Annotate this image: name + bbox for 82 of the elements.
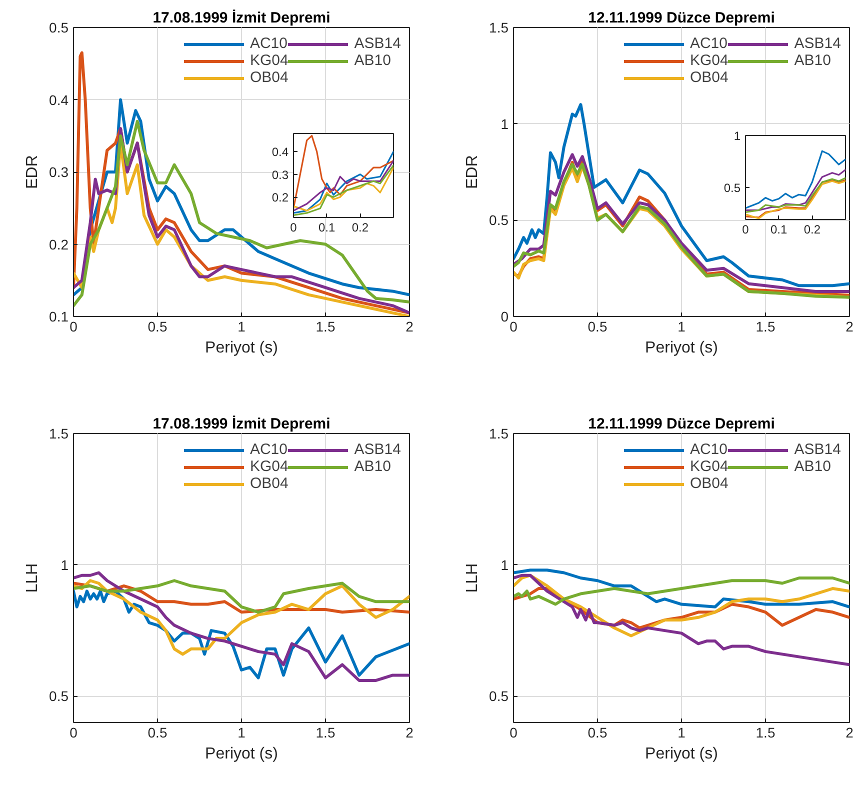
- line-series: [746, 150, 846, 209]
- legend-label: ASB14: [794, 35, 841, 52]
- y-tick-label: 0.5: [49, 20, 69, 36]
- legend-label: KG04: [690, 52, 728, 69]
- x-tick-label: 1: [238, 724, 246, 740]
- chart-title: 12.11.1999 Düzce Depremi: [588, 10, 775, 26]
- x-tick-label: 0.5: [588, 724, 608, 740]
- x-tick-label: 1: [678, 724, 686, 740]
- y-tick-label: 0.5: [49, 688, 69, 704]
- legend-label: KG04: [250, 458, 288, 475]
- line-series: [514, 568, 850, 608]
- x-tick-label: 1.5: [316, 318, 336, 334]
- x-tick-label: 0.1: [770, 222, 788, 236]
- x-tick-label: 1.5: [756, 724, 776, 740]
- y-tick-label: 0.3: [49, 164, 69, 180]
- y-axis-title: LLH: [24, 563, 42, 593]
- line-series: [294, 150, 394, 214]
- y-tick-label: 0.2: [272, 190, 289, 205]
- x-tick-label: 0.5: [588, 318, 608, 334]
- line-series: [514, 103, 850, 288]
- x-tick-label: 2: [406, 318, 414, 334]
- y-tick-label: 0.4: [272, 145, 289, 160]
- line-series: [74, 571, 410, 682]
- legend-label: ASB14: [354, 441, 401, 458]
- legend-label: OB04: [250, 475, 288, 492]
- x-tick-label: 1.5: [316, 724, 336, 740]
- legend-label: AB10: [794, 458, 831, 475]
- legend-label: KG04: [250, 52, 288, 69]
- y-tick-label: 0.4: [49, 92, 69, 108]
- y-tick-label: 0.3: [272, 168, 289, 182]
- legend-label: ASB14: [354, 35, 401, 52]
- x-axis-title: Periyot (s): [645, 746, 718, 762]
- y-axis-title: EDR: [464, 155, 482, 189]
- y-tick-label: 0.1: [49, 308, 69, 324]
- x-tick-label: 0.2: [352, 220, 369, 234]
- y-tick-label: 1.5: [489, 426, 509, 442]
- chart-title: 12.11.1999 Düzce Depremi: [588, 416, 775, 432]
- chart-title: 17.08.1999 İzmit Depremi: [152, 10, 330, 26]
- y-tick-label: 1.5: [49, 426, 69, 442]
- x-tick-label: 1: [238, 318, 246, 334]
- x-tick-label: 0.5: [148, 318, 168, 334]
- x-tick-label: 1: [678, 318, 686, 334]
- y-tick-label: 1: [60, 556, 69, 573]
- line-series: [746, 168, 846, 211]
- legend-label: AC10: [250, 35, 288, 52]
- x-axis-title: Periyot (s): [205, 746, 278, 762]
- y-tick-label: 0.5: [489, 688, 509, 704]
- legend-label: AB10: [794, 52, 831, 69]
- line-series: [746, 177, 846, 214]
- legend-label: KG04: [690, 458, 728, 475]
- legend-label: AB10: [354, 52, 391, 69]
- legend-label: ASB14: [794, 441, 841, 458]
- chart-title: 17.08.1999 İzmit Depremi: [152, 416, 330, 432]
- y-tick-label: 0.2: [49, 236, 69, 252]
- legend-label: OB04: [690, 69, 728, 86]
- x-tick-label: 2: [406, 724, 414, 740]
- y-axis-title: EDR: [24, 155, 42, 189]
- legend-label: OB04: [250, 69, 288, 86]
- x-tick-label: 2: [846, 318, 854, 334]
- y-tick-label: 1: [500, 556, 509, 573]
- x-tick-label: 2: [846, 724, 854, 740]
- x-axis-title: Periyot (s): [645, 340, 718, 356]
- line-series: [74, 579, 410, 656]
- x-tick-label: 0: [742, 222, 750, 236]
- y-tick-label: 1: [500, 116, 509, 132]
- legend-label: AC10: [690, 441, 728, 458]
- line-series: [514, 574, 850, 666]
- x-tick-label: 1.5: [756, 318, 776, 334]
- legend-label: AC10: [690, 35, 728, 52]
- y-axis-title: LLH: [464, 563, 482, 593]
- x-tick-label: 0.5: [148, 724, 168, 740]
- legend-label: AB10: [354, 458, 391, 475]
- line-series: [294, 134, 394, 210]
- y-tick-label: 0: [500, 308, 509, 324]
- y-tick-label: 1.5: [489, 20, 509, 36]
- x-axis-title: Periyot (s): [205, 340, 278, 356]
- x-tick-label: 0: [290, 220, 298, 234]
- line-series: [514, 576, 850, 606]
- legend-label: OB04: [690, 475, 728, 492]
- legend-label: AC10: [250, 441, 288, 458]
- x-tick-label: 0.2: [804, 222, 821, 236]
- x-tick-label: 0.1: [318, 220, 336, 234]
